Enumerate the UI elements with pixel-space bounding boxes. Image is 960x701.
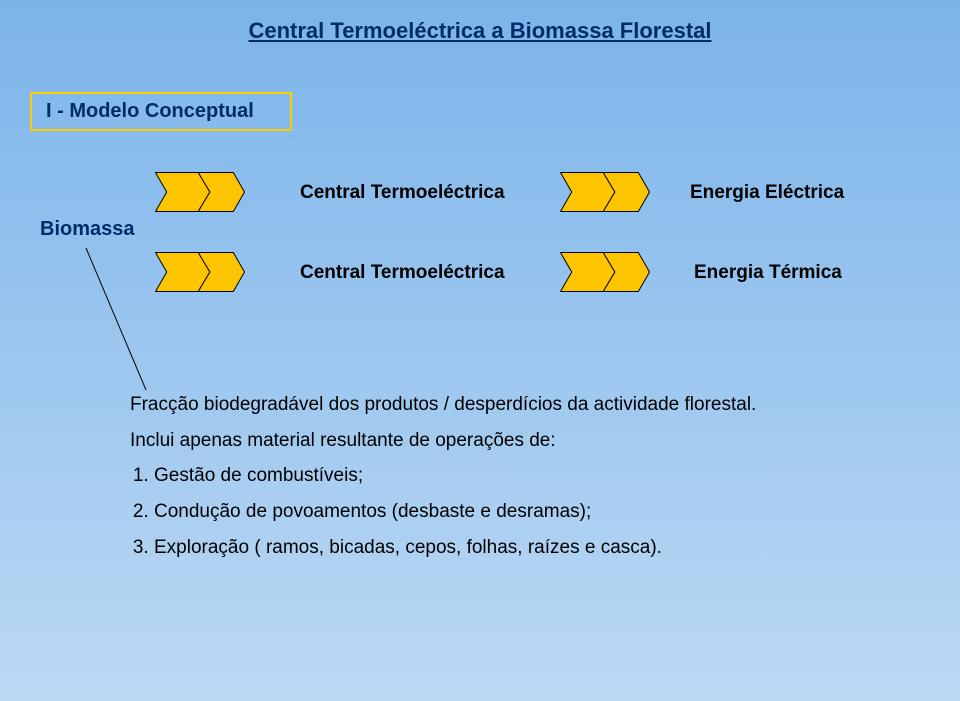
flow-arrow-2 [155, 252, 245, 292]
section-box: I - Modelo Conceptual [30, 92, 292, 131]
label-energia-electrica: Energia Eléctrica [690, 182, 844, 204]
body-list-item-1: Gestão de combustíveis; [154, 463, 830, 489]
body-list: Gestão de combustíveis; Condução de povoa… [130, 463, 830, 560]
label-central-top: Central Termoeléctrica [300, 182, 505, 204]
body-list-item-2: Condução de povoamentos (desbaste e desr… [154, 499, 830, 525]
body-text: Fracção biodegradável dos produtos / des… [130, 392, 830, 570]
body-intro-1: Fracção biodegradável dos produtos / des… [130, 392, 830, 418]
flow-arrow-4 [560, 252, 650, 292]
body-intro-2: Inclui apenas material resultante de ope… [130, 428, 830, 454]
connector-line [85, 247, 147, 396]
label-biomassa: Biomassa [40, 218, 135, 241]
slide: Central Termoeléctrica a Biomassa Flores… [0, 0, 960, 701]
slide-title: Central Termoeléctrica a Biomassa Flores… [0, 18, 960, 44]
flow-arrow-1 [155, 172, 245, 212]
label-central-bottom: Central Termoeléctrica [300, 262, 505, 284]
label-energia-termica: Energia Térmica [694, 262, 842, 284]
flow-arrow-3 [560, 172, 650, 212]
body-list-item-3: Exploração ( ramos, bicadas, cepos, folh… [154, 535, 830, 561]
section-box-label: I - Modelo Conceptual [46, 100, 254, 122]
